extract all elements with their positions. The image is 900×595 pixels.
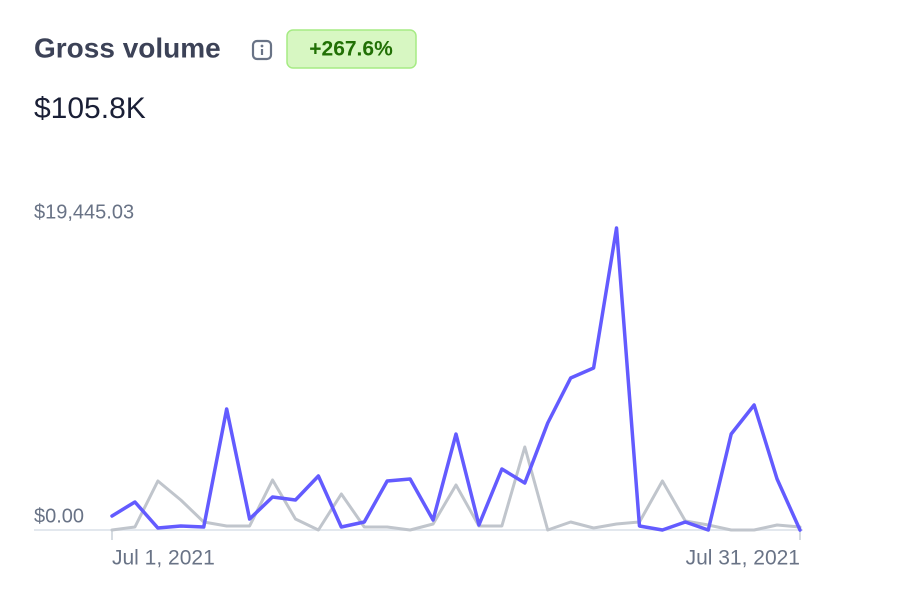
total-value: $105.8K: [34, 92, 146, 125]
change-value: +267.6%: [309, 38, 393, 61]
y-tick-label: $19,445.03: [34, 201, 134, 223]
x-tick-label: Jul 31, 2021: [686, 547, 800, 570]
title: Gross volume: [34, 32, 221, 63]
change-badge: [286, 29, 417, 69]
series-line: [110, 226, 802, 532]
x-tick-label: Jul 1, 2021: [112, 547, 215, 570]
y-tick-label: $0.00: [34, 505, 84, 527]
info-icon[interactable]: [251, 39, 273, 61]
